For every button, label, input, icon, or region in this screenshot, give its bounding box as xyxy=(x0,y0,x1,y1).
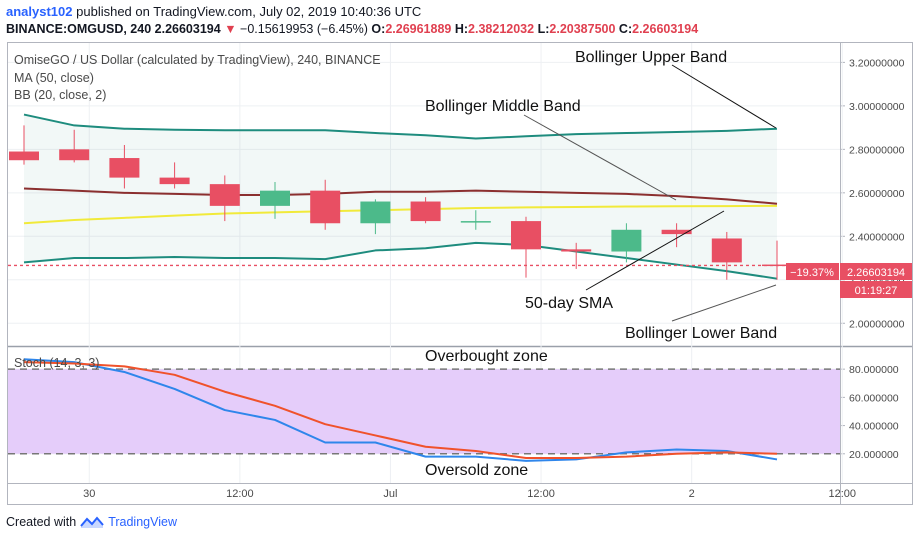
open-label: O: xyxy=(371,22,386,36)
lower-band-annotation: Bollinger Lower Band xyxy=(625,325,777,342)
time-tick-label: 12:00 xyxy=(226,488,254,500)
upper-band-callout-line xyxy=(671,64,777,129)
candle-body xyxy=(762,264,792,267)
upper-band-annotation: Bollinger Upper Band xyxy=(575,49,727,66)
countdown-text: 01:19:27 xyxy=(855,285,898,297)
stoch-k-line xyxy=(23,358,778,462)
candle-body xyxy=(159,177,190,185)
price-tick-label: 3.20000000 xyxy=(849,57,905,69)
plot-layer xyxy=(8,113,840,462)
countdown-badge xyxy=(840,281,912,298)
middle-band-annotation: Bollinger Middle Band xyxy=(425,98,581,115)
publish-header: analyst102 published on TradingView.com,… xyxy=(6,4,421,19)
candle-body xyxy=(9,151,39,161)
price-badge xyxy=(840,263,912,280)
tradingview-brand[interactable]: TradingView xyxy=(108,515,177,529)
change-badge-text: −19.37% xyxy=(790,267,834,279)
chart-title: OmiseGO / US Dollar (calculated by Tradi… xyxy=(14,53,381,67)
high-value: 2.38212032 xyxy=(468,22,535,36)
candle-body xyxy=(59,149,90,161)
candle-body xyxy=(460,221,491,223)
chart-frame xyxy=(7,42,913,505)
candle-body xyxy=(711,238,742,263)
bb-upper-line xyxy=(23,113,778,140)
bb-legend[interactable]: BB (20, close, 2) xyxy=(14,88,107,102)
last-price: 2.26603194 xyxy=(154,22,221,36)
stoch-tick-label: 60.000000 xyxy=(849,392,899,404)
bollinger-band-fill xyxy=(24,114,777,279)
stoch-band-fill xyxy=(8,369,840,454)
open-value: 2.26961889 xyxy=(385,22,452,36)
stoch-d-line xyxy=(23,361,778,460)
sma-annotation: 50-day SMA xyxy=(525,295,613,312)
time-tick-label: 2 xyxy=(689,488,695,500)
bb-lower-line xyxy=(23,241,778,280)
lower-band-callout-line xyxy=(671,284,777,322)
high-label: H: xyxy=(454,22,469,36)
ohlc-header: BINANCE:OMGUSD, 240 2.26603194 ▼ −0.1561… xyxy=(6,22,698,36)
candle-body xyxy=(209,184,240,206)
price-tick-label: 2.80000000 xyxy=(849,144,905,156)
candle-body xyxy=(410,201,441,222)
price-tick-label: 2.60000000 xyxy=(849,188,905,200)
candle-body xyxy=(360,201,391,224)
candle-body xyxy=(310,190,341,224)
oversold-annotation: Oversold zone xyxy=(425,462,528,479)
change-badge xyxy=(786,263,839,280)
axis-labels: 3.20000000 3.00000000 2.80000000 2.60000000… xyxy=(83,57,904,500)
time-tick-label: 12:00 xyxy=(527,488,555,500)
footer: Created with TradingView xyxy=(6,515,177,529)
ma-legend[interactable]: MA (50, close) xyxy=(14,71,94,85)
stoch-tick-label: 80.000000 xyxy=(849,364,899,376)
candle-body xyxy=(561,249,592,252)
symbol-label: BINANCE:OMGUSD, 240 xyxy=(6,22,152,36)
down-arrow-icon: ▼ xyxy=(224,22,237,36)
candles xyxy=(9,125,792,280)
price-tick-label: 2.40000000 xyxy=(849,231,905,243)
bb-basis-line xyxy=(23,187,778,205)
tradingview-logo-icon xyxy=(80,516,104,528)
time-tick-label: Jul xyxy=(383,488,397,500)
close-value: 2.26603194 xyxy=(632,22,699,36)
candle-body xyxy=(611,229,642,252)
username-link[interactable]: analyst102 xyxy=(6,4,73,19)
low-value: 2.20387500 xyxy=(549,22,616,36)
price-tick-label: 2.00000000 xyxy=(849,318,905,330)
stoch-tick-label: 40.000000 xyxy=(849,421,899,433)
stoch-tick-label: 20.000000 xyxy=(849,449,899,461)
ma50-line xyxy=(23,204,778,225)
candle-body xyxy=(661,229,692,235)
candle-body xyxy=(109,158,140,178)
candle-body xyxy=(511,221,541,250)
price-change: −0.15619953 (−6.45%) xyxy=(240,22,368,36)
candle-body xyxy=(260,190,290,206)
overbought-annotation: Overbought zone xyxy=(425,348,548,365)
stoch-legend[interactable]: Stoch (14, 3, 3) xyxy=(14,356,100,370)
price-tick-label: 3.00000000 xyxy=(849,101,905,113)
middle-band-callout-line xyxy=(523,114,677,201)
low-label: L: xyxy=(537,22,550,36)
sma-callout-line xyxy=(585,210,725,291)
time-tick-label: 12:00 xyxy=(828,488,856,500)
created-with-text: Created with xyxy=(6,515,77,529)
published-text: published on TradingView.com, July 02, 2… xyxy=(76,4,422,19)
close-label: C: xyxy=(618,22,633,36)
time-tick-label: 30 xyxy=(83,488,95,500)
price-badge-text: 2.26603194 xyxy=(847,267,905,279)
